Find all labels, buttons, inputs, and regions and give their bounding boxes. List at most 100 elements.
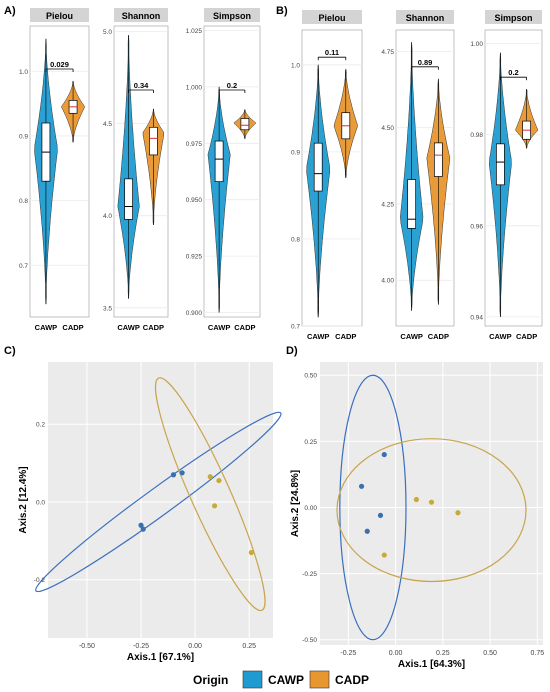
y-tick-label: 0.900 xyxy=(186,310,203,317)
box-iqr xyxy=(214,140,224,183)
violin-cawp: CAWP xyxy=(34,38,58,332)
violin-cadp: CADP xyxy=(515,88,538,341)
facet-title: Shannon xyxy=(406,13,445,23)
box-iqr xyxy=(124,178,133,220)
x-tick-label: -0.25 xyxy=(133,643,149,650)
x-axis-title: Axis.1 [67.1%] xyxy=(127,652,194,663)
p-value-label: 0.2 xyxy=(508,68,518,77)
x-tick-label: CADP xyxy=(62,323,83,332)
y-tick-label: 0.50 xyxy=(304,373,317,380)
point-cadp xyxy=(455,510,461,516)
facet-title: Pielou xyxy=(46,11,73,21)
violin-cawp: CAWP xyxy=(207,86,231,332)
y-axis-title: Axis.2 [24.8%] xyxy=(290,470,301,537)
p-value-label: 0.2 xyxy=(227,81,237,90)
y-tick-label: 1.025 xyxy=(186,28,203,35)
box-iqr xyxy=(149,126,158,156)
p-value-label: 0.34 xyxy=(134,81,149,90)
x-tick-label: CADP xyxy=(234,323,255,332)
y-tick-label: 0.25 xyxy=(304,439,317,446)
box-iqr xyxy=(433,142,443,177)
x-tick-label: CAWP xyxy=(35,323,58,332)
y-tick-label: 4.25 xyxy=(381,201,394,208)
facet-title: Simpson xyxy=(213,11,251,21)
violin-facet-b-shannon: Shannon 4.00 4.25 4.50 4.75 CAWP CADP 0.89 xyxy=(381,10,455,341)
legend-title: Origin xyxy=(193,673,228,687)
facet-title: Pielou xyxy=(318,13,345,23)
violin-cawp: CAWP xyxy=(117,34,140,332)
panel-letter-b: B) xyxy=(276,5,288,17)
panel-letter-c: C) xyxy=(4,345,16,357)
point-cawp xyxy=(170,472,177,478)
x-tick-label: CAWP xyxy=(400,332,423,341)
y-tick-label: 4.0 xyxy=(103,213,112,220)
facet-strip xyxy=(396,10,454,24)
point-cawp xyxy=(179,470,185,476)
y-tick-label: 0.9 xyxy=(291,149,300,156)
point-cadp xyxy=(211,503,218,509)
point-cawp xyxy=(138,522,144,528)
point-cawp xyxy=(358,483,365,489)
x-tick-label: 0.75 xyxy=(531,650,545,657)
facet-strip xyxy=(30,8,89,22)
facet-strip xyxy=(204,8,260,22)
x-tick-label: 0.00 xyxy=(188,643,202,650)
p-value-label: 0.89 xyxy=(418,58,433,67)
y-tick-label: 0.8 xyxy=(19,198,28,205)
x-axis-title: Axis.1 [64.3%] xyxy=(398,659,465,670)
violin-facet-a-simpson: Simpson 0.900 0.925 0.950 0.975 1.000 1.025 CAW… xyxy=(186,8,261,332)
box-iqr xyxy=(240,118,250,131)
x-tick-label: CAWP xyxy=(489,332,512,341)
y-tick-label: -0.2 xyxy=(34,577,46,584)
point-cadp xyxy=(413,496,419,503)
point-cawp xyxy=(377,512,384,519)
panel-letter-a: A) xyxy=(4,5,16,17)
y-tick-label: 0.00 xyxy=(304,505,317,512)
violin-facet-b-simpson: Simpson 0.94 0.96 0.98 1.00 CAWP CADP 0.2 xyxy=(470,10,543,341)
point-cadp xyxy=(216,477,222,484)
y-tick-label: 4.5 xyxy=(103,121,112,128)
y-tick-label: 4.00 xyxy=(381,278,394,285)
x-tick-label: CADP xyxy=(143,323,164,332)
y-tick-label: 3.5 xyxy=(103,305,112,312)
y-tick-label: 0.9 xyxy=(19,133,28,140)
facet-strip xyxy=(485,10,542,24)
y-axis-title: Axis.2 [12.4%] xyxy=(18,466,29,533)
y-tick-label: 0.96 xyxy=(470,223,483,230)
y-tick-label: 0.7 xyxy=(291,324,300,331)
y-tick-label: 0.950 xyxy=(186,197,203,204)
facet-strip xyxy=(302,10,362,24)
p-value-label: 0.11 xyxy=(325,48,339,57)
x-tick-label: -0.25 xyxy=(340,650,356,657)
x-tick-label: 0.25 xyxy=(242,643,256,650)
y-tick-label: 0.2 xyxy=(36,422,45,429)
violin-facet-a-shannon: Shannon 3.5 4.0 4.5 5.0 CAWP CADP 0.34 xyxy=(103,8,169,332)
violin-cawp: CAWP xyxy=(489,52,512,341)
y-tick-label: 0.7 xyxy=(19,263,28,270)
ellipse-cadp xyxy=(154,377,266,612)
ellipse-cadp xyxy=(336,438,527,583)
x-tick-label: 0.50 xyxy=(483,650,497,657)
box-iqr xyxy=(496,143,505,186)
violin-facet-b-pielou: Pielou 0.7 0.8 0.9 1.0 CAWP CADP 0.11 xyxy=(291,10,363,341)
facet-title: Simpson xyxy=(494,13,532,23)
violin-cadp: CADP xyxy=(333,68,358,341)
y-tick-label: 5.0 xyxy=(103,29,112,36)
y-tick-label: -0.25 xyxy=(302,571,317,578)
point-cadp xyxy=(381,552,387,558)
y-tick-label: 0.98 xyxy=(470,132,483,139)
point-cawp xyxy=(364,528,370,534)
y-tick-label: 0.94 xyxy=(470,314,483,321)
x-tick-label: CAWP xyxy=(307,332,330,341)
x-tick-label: CADP xyxy=(335,332,356,341)
violin-cadp: CADP xyxy=(426,78,451,341)
y-tick-label: -0.50 xyxy=(302,637,317,644)
violin-cawp: CAWP xyxy=(400,41,424,341)
point-cadp xyxy=(207,474,213,480)
legend: Origin CAWP CADP xyxy=(193,670,369,689)
box-iqr xyxy=(313,142,323,192)
y-tick-label: 0.8 xyxy=(291,236,300,243)
y-tick-label: 1.0 xyxy=(19,69,28,76)
panel-letter-d: D) xyxy=(286,345,298,357)
